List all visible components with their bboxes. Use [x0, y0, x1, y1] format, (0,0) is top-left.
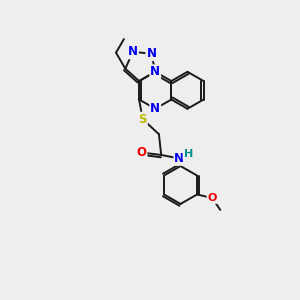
Text: N: N [150, 65, 160, 78]
Text: O: O [208, 193, 217, 203]
Text: H: H [184, 149, 193, 159]
Text: N: N [150, 102, 160, 115]
Text: N: N [174, 152, 184, 165]
Text: N: N [146, 47, 156, 60]
Text: O: O [136, 146, 146, 159]
Text: S: S [138, 113, 147, 126]
Text: N: N [128, 45, 138, 58]
